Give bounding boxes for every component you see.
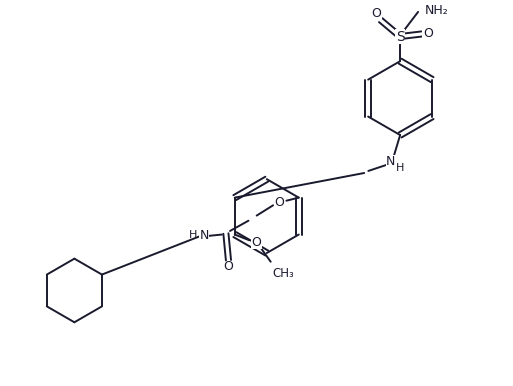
Text: N: N	[386, 155, 396, 168]
Text: O: O	[371, 7, 382, 20]
Text: O: O	[423, 27, 433, 41]
Text: H: H	[396, 163, 404, 173]
Text: O: O	[251, 236, 261, 249]
Text: O: O	[274, 196, 284, 209]
Text: N: N	[200, 229, 209, 242]
Text: NH₂: NH₂	[424, 4, 448, 17]
Text: H: H	[189, 230, 198, 240]
Text: CH₃: CH₃	[273, 267, 294, 280]
Text: S: S	[396, 30, 405, 44]
Text: O: O	[224, 261, 233, 273]
